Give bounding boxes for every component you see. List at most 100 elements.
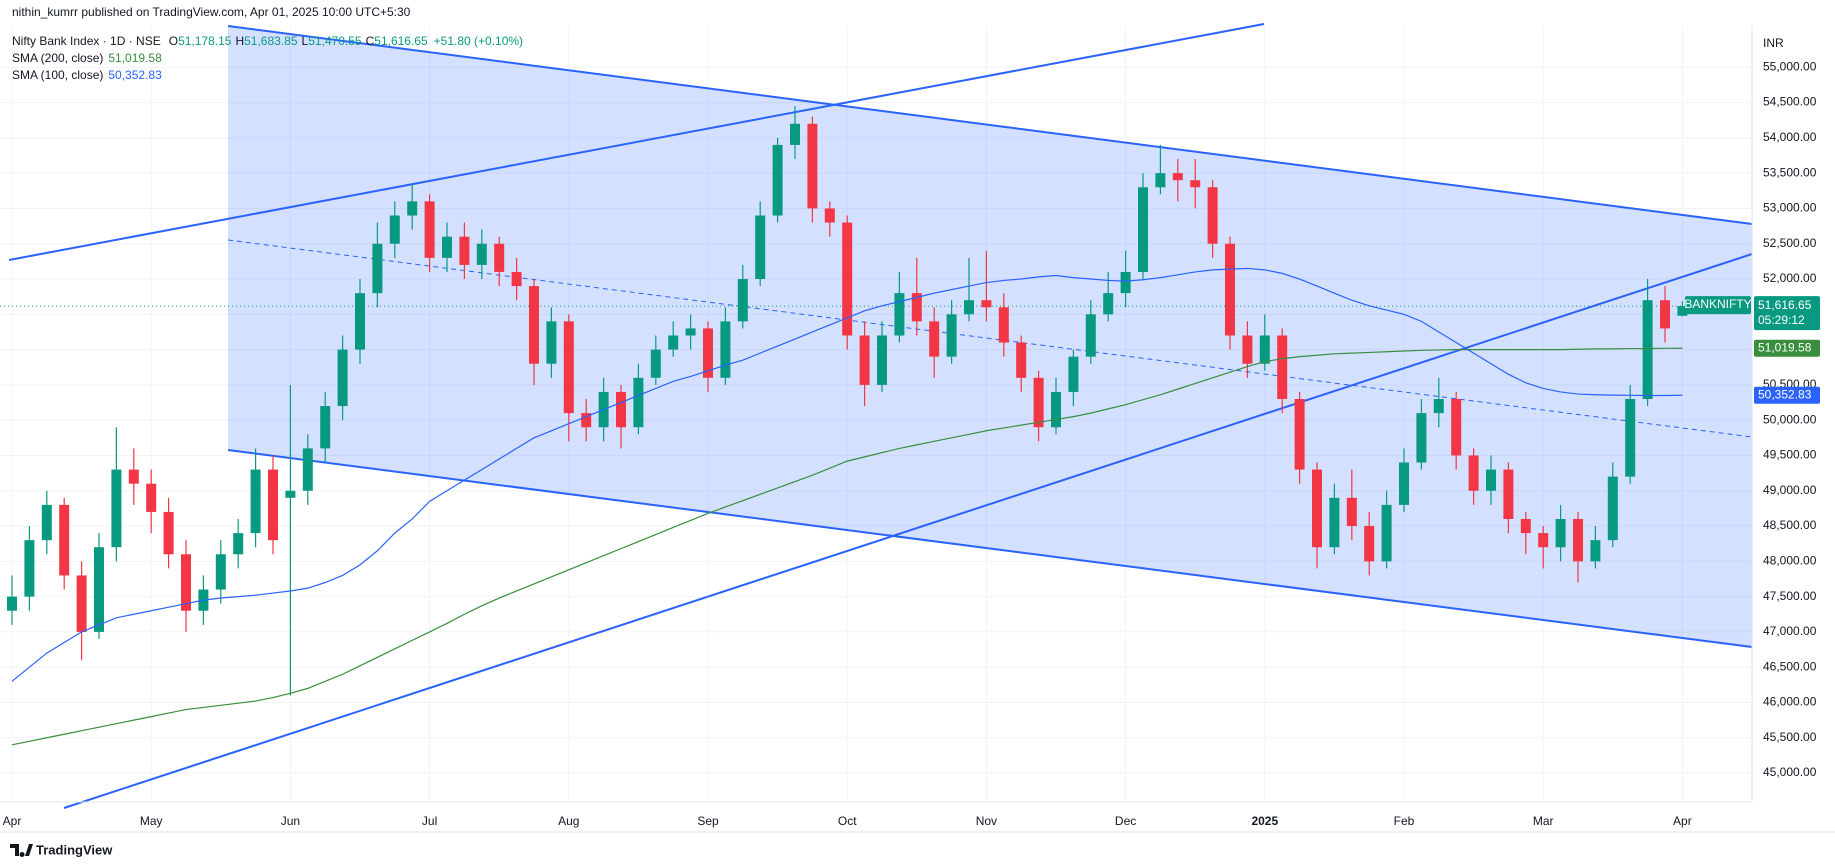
candle-body: [355, 293, 365, 350]
candle-body: [1451, 399, 1462, 456]
y-tick-label: 52,000.00: [1763, 271, 1817, 285]
x-tick-label: May: [140, 814, 163, 828]
candle-body: [1051, 391, 1061, 428]
candle-body: [1677, 306, 1688, 316]
y-tick-label: 50,000.00: [1763, 412, 1817, 426]
symbol-label-box: [1685, 296, 1751, 315]
indicator-value: 50,352.83: [108, 68, 162, 82]
candle-body: [337, 349, 348, 407]
candle-body: [755, 215, 766, 280]
candle-body: [859, 335, 870, 385]
candle-body: [59, 504, 70, 576]
candle-body: [842, 222, 853, 336]
candle-body: [616, 391, 626, 428]
candle-body: [1399, 462, 1409, 505]
trend-line: [8, 23, 1265, 261]
candle-body: [1294, 399, 1305, 470]
price-axis-bg: [1752, 0, 1835, 865]
candle-body: [894, 293, 905, 336]
y-tick-label: 53,000.00: [1763, 201, 1817, 215]
candle-body: [1103, 293, 1114, 315]
y-tick-label: 49,500.00: [1763, 448, 1817, 462]
x-tick-label: 2025: [1251, 814, 1278, 828]
candle-body: [250, 469, 261, 534]
ohlc-key: C: [366, 34, 375, 48]
candle-body: [233, 533, 244, 555]
candle-body: [546, 321, 557, 364]
y-tick-label: 54,000.00: [1763, 130, 1817, 144]
ohlc-key: L: [302, 34, 309, 48]
footer-brand: TradingView: [36, 842, 113, 857]
candle-body: [1120, 271, 1131, 294]
indicator-value: 51,019.58: [108, 51, 162, 65]
candle-body: [1590, 540, 1601, 562]
candle-body: [1346, 497, 1357, 527]
candle-body: [181, 554, 191, 611]
ohlc-value: 51,683.85: [244, 34, 298, 48]
x-tick-label: Sep: [697, 814, 719, 828]
candle-body: [511, 271, 522, 287]
candle-body: [668, 335, 679, 350]
ohlc-value: 51,178.15: [178, 34, 232, 48]
candle-body: [1138, 187, 1148, 272]
indicator-legend: SMA (200, close) 51,019.58: [12, 51, 162, 65]
channel-upper: [227, 25, 1753, 225]
candle-body: [1486, 469, 1496, 491]
y-tick-label: 45,500.00: [1763, 730, 1817, 744]
trend-line: [63, 253, 1753, 809]
y-tick-label: 45,000.00: [1763, 765, 1817, 779]
indicator-price-label-box: [1754, 386, 1820, 404]
candle-body: [720, 321, 731, 378]
indicator-price-label-box: [1754, 339, 1820, 357]
candle-body: [807, 123, 818, 209]
candle-body: [320, 406, 331, 449]
y-tick-label: 55,000.00: [1763, 59, 1817, 73]
x-tick-label: Oct: [838, 814, 857, 828]
candle-body: [1033, 377, 1044, 428]
candle-body: [981, 300, 992, 308]
candle-body: [459, 236, 470, 265]
candle-body: [1259, 335, 1270, 364]
candle-body: [215, 554, 226, 590]
candle-body: [24, 540, 35, 597]
symbol: Nifty Bank Index · 1D · NSE: [12, 34, 161, 48]
candle-body: [1207, 187, 1218, 244]
y-tick-label: 54,500.00: [1763, 95, 1817, 109]
candle-body: [94, 547, 104, 632]
candle-body: [1625, 399, 1636, 477]
y-tick-label: 48,000.00: [1763, 554, 1817, 568]
candle-body: [1016, 342, 1027, 378]
candle-body: [302, 448, 313, 491]
candle-body: [389, 215, 400, 244]
candle-body: [1085, 314, 1096, 357]
candle-body: [1277, 335, 1288, 400]
indicator-price-label: 51,019.58: [1758, 340, 1812, 354]
candle-body: [1642, 300, 1653, 400]
candle-body: [1468, 455, 1479, 491]
symbol-legend: Nifty Bank Index · 1D · NSE O51,178.15 H51…: [12, 34, 523, 48]
candle-body: [911, 293, 922, 322]
candle-body: [1381, 504, 1392, 562]
candle-body: [76, 575, 87, 632]
symbol-label: BANKNIFTY: [1684, 297, 1751, 311]
candle-body: [1190, 180, 1201, 188]
last-price-box: [1754, 296, 1820, 331]
candle-body: [1573, 518, 1583, 562]
candle-body: [407, 201, 418, 216]
x-tick-label: Apr: [3, 814, 22, 828]
candle-body: [7, 596, 17, 611]
indicator-price-label: 50,352.83: [1758, 387, 1812, 401]
x-tick-label: Jul: [422, 814, 437, 828]
candle-body: [633, 377, 644, 428]
indicator-name: SMA (100, close): [12, 68, 103, 82]
candle-body: [529, 286, 539, 364]
candle-body: [1660, 300, 1670, 329]
candle-body: [1416, 413, 1427, 463]
candle-body: [41, 504, 52, 541]
ohlc-value: 51,616.65: [374, 34, 428, 48]
candle-body: [1172, 173, 1183, 181]
candle-body: [824, 208, 835, 223]
change: +51.80 (+0.10%): [434, 34, 523, 48]
